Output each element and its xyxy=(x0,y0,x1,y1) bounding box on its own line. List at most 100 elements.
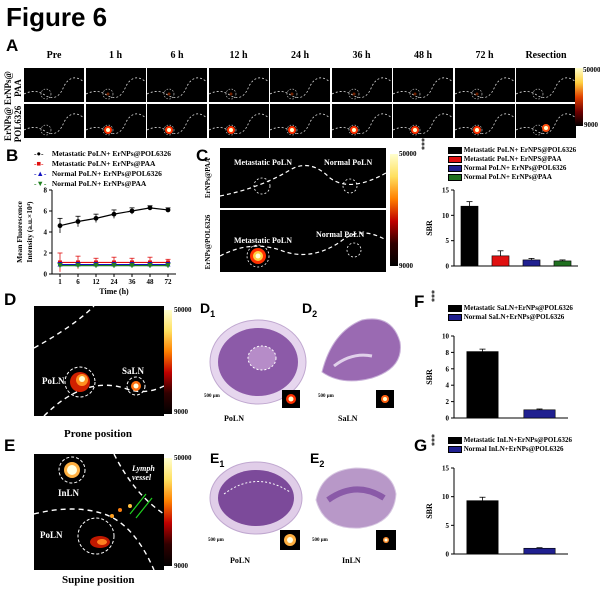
panel-d2-label: D2 xyxy=(302,300,317,319)
timepoint-label: 6 h xyxy=(170,50,184,61)
y-tick-label: 0 xyxy=(446,415,450,423)
panel-c-chart: 0 5 10 15 SBR xyxy=(425,187,578,271)
panel-f-letter: F xyxy=(414,292,425,311)
legend-swatch xyxy=(448,445,462,453)
e-lymph-vessel-label: Lymph vessel xyxy=(132,464,155,482)
x-tick-label: 6 xyxy=(76,278,80,286)
body-outline xyxy=(24,113,84,135)
y-tick-label: 10 xyxy=(442,212,450,220)
panel-e-image: InLN PoLN Lymph vessel xyxy=(33,453,165,571)
node-outline xyxy=(286,88,298,100)
paa-fluorescence-tile xyxy=(270,68,330,102)
e1-caption: PoLN xyxy=(230,556,250,565)
y-tick-label: 5 xyxy=(446,237,450,245)
pol6326-fluorescence-tile xyxy=(270,104,330,138)
pol6326-fluorescence-tile xyxy=(24,104,84,138)
legend-item: Metastatic PoLN+ ErNPS@PAA xyxy=(448,155,576,164)
panel-b-legend: -●- Metastatic PoLN+ ErNPs@POL6326 -■- Me… xyxy=(34,149,171,189)
y-axis-label-line2: Intensity (a.u.×10⁴) xyxy=(25,201,34,262)
body-outline xyxy=(393,113,453,135)
timepoint-label: 12 h xyxy=(229,50,248,61)
node-signal-weak xyxy=(167,92,171,96)
legend-swatch xyxy=(448,313,462,321)
d-label-saln: SaLN xyxy=(122,366,145,376)
bar xyxy=(460,205,479,267)
node-signal-core xyxy=(544,126,548,130)
body-outline xyxy=(24,77,84,99)
legend-item: Metastatic PoLN+ ErNPS@POL6326 xyxy=(448,146,576,155)
data-point xyxy=(165,207,171,213)
e2-letter: E xyxy=(310,450,320,466)
legend-label: Metastatic InLN+ErNPs@POL6326 xyxy=(462,436,573,444)
pol6326-fluorescence-tile xyxy=(208,104,269,138)
node-outline xyxy=(40,88,52,100)
panel-c-row1-label: ErNPs@PAA xyxy=(198,152,218,208)
node-signal-core xyxy=(167,128,171,132)
y-tick-label: 10 xyxy=(442,333,450,341)
tile-image xyxy=(85,113,146,136)
legend-item: Normal SaLN+ErNPs@POL6326 xyxy=(448,313,573,322)
e1-scale: 500 μm xyxy=(208,538,224,543)
d-label-poln: PoLN xyxy=(42,376,65,386)
node-outline xyxy=(532,124,544,136)
panel-e-caption: Supine position xyxy=(62,574,135,586)
paa-fluorescence-tile xyxy=(331,68,392,102)
tile-image xyxy=(331,77,392,100)
d1-scale: 500 μm xyxy=(204,394,220,399)
y-tick-label: 0 xyxy=(446,551,450,559)
d2-inset xyxy=(376,390,394,408)
legend-label: Metastatic SaLN+ErNPs@POL6326 xyxy=(462,304,573,312)
paa-fluorescence-tile xyxy=(454,68,515,102)
y-tick-label: 6 xyxy=(446,365,450,373)
y-axis-label: SBR xyxy=(425,220,434,236)
y-tick-label: 15 xyxy=(442,187,450,195)
legend-label: Normal PoLN+ ErNPs@PAA xyxy=(462,173,552,181)
timepoint-label: 24 h xyxy=(290,50,310,61)
node-outline xyxy=(102,124,113,136)
body-outline xyxy=(147,77,207,99)
legend-label: Metastatic PoLN+ ErNPs@POL6326 xyxy=(50,149,172,158)
y-tick-label: 4 xyxy=(446,382,450,390)
tile-image xyxy=(393,77,453,100)
node-outline xyxy=(163,88,175,100)
data-point xyxy=(147,263,153,269)
lymph-a: Lymph xyxy=(132,464,155,473)
data-point xyxy=(93,215,99,221)
y-tick-label: 4 xyxy=(44,229,48,237)
d1-letter: D xyxy=(200,300,211,316)
y-tick-label: 8 xyxy=(446,349,450,357)
lymph-b: vessel xyxy=(132,473,152,482)
legend-swatch xyxy=(448,146,462,154)
y-axis-label-line1: Mean Fluorescence xyxy=(15,200,24,262)
data-point xyxy=(57,223,63,229)
body-outline xyxy=(270,113,330,135)
pol6326-fluorescence-tile xyxy=(516,104,576,138)
tile-image xyxy=(516,77,576,100)
row2-label-b: POL6326 xyxy=(13,105,23,143)
tile-image xyxy=(208,113,269,136)
node-outline xyxy=(40,124,52,136)
e2-inset xyxy=(376,530,396,550)
node-signal-weak xyxy=(106,92,109,96)
e1-letter: E xyxy=(210,450,220,466)
tile-image xyxy=(24,113,84,136)
y-tick-label: 8 xyxy=(44,187,48,195)
legend-swatch xyxy=(448,164,462,172)
e1-inset xyxy=(280,530,300,550)
d1-sub: 1 xyxy=(210,308,216,319)
legend-label: Normal PoLN+ ErNPs@POL6326 xyxy=(462,164,567,172)
y-tick-label: 6 xyxy=(44,208,48,216)
node-signal-core xyxy=(105,128,110,132)
node-outline xyxy=(409,88,421,100)
panel-g-sig: *** xyxy=(430,434,439,446)
panel-e1-label: E1 xyxy=(210,450,224,469)
legend-label: Normal PoLN+ ErNPs@PAA xyxy=(50,179,147,188)
legend-item: Metastatic InLN+ErNPs@POL6326 xyxy=(448,436,572,445)
node-signal-core xyxy=(228,128,233,132)
panel-d-letter: D xyxy=(4,290,17,309)
bar xyxy=(553,260,572,267)
legend-item: Normal InLN+ErNPs@POL6326 xyxy=(448,445,572,454)
body-outline xyxy=(393,77,453,99)
paa-fluorescence-tile xyxy=(85,68,146,102)
